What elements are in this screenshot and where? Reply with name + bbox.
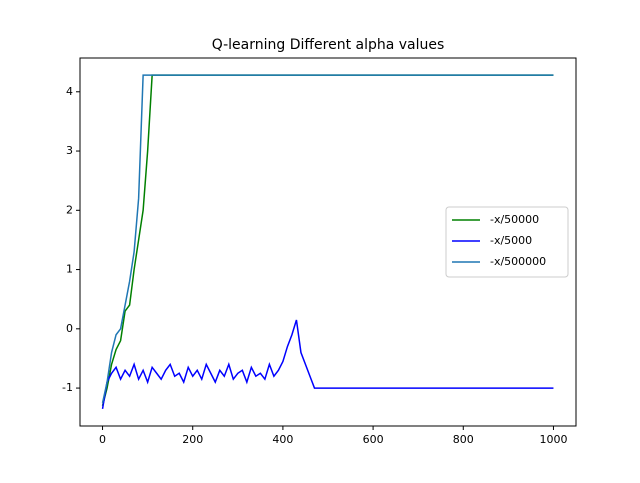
- legend-label: -x/500000: [490, 255, 546, 268]
- x-tick-label: 600: [363, 433, 384, 446]
- series-line: [101, 74, 554, 404]
- legend-label: -x/50000: [490, 213, 539, 226]
- y-tick-label: 3: [66, 144, 73, 157]
- axes-frame: [79, 57, 577, 427]
- x-tick-label: 200: [182, 433, 203, 446]
- y-tick-label: 2: [66, 203, 73, 216]
- x-tick-label: 800: [453, 433, 474, 446]
- x-tick-label: 400: [272, 433, 293, 446]
- x-tick-label: 0: [99, 433, 106, 446]
- y-tick-label: 0: [66, 322, 73, 335]
- legend-box: [445, 206, 569, 278]
- x-tick-label: 1000: [539, 433, 567, 446]
- series-line: [101, 319, 554, 409]
- chart-title: Q-learning Different alpha values: [212, 37, 445, 53]
- y-tick-label: 4: [66, 85, 73, 98]
- y-tick-label: 1: [66, 263, 73, 276]
- legend-label: -x/5000: [490, 234, 532, 247]
- y-tick-label: -1: [62, 381, 73, 394]
